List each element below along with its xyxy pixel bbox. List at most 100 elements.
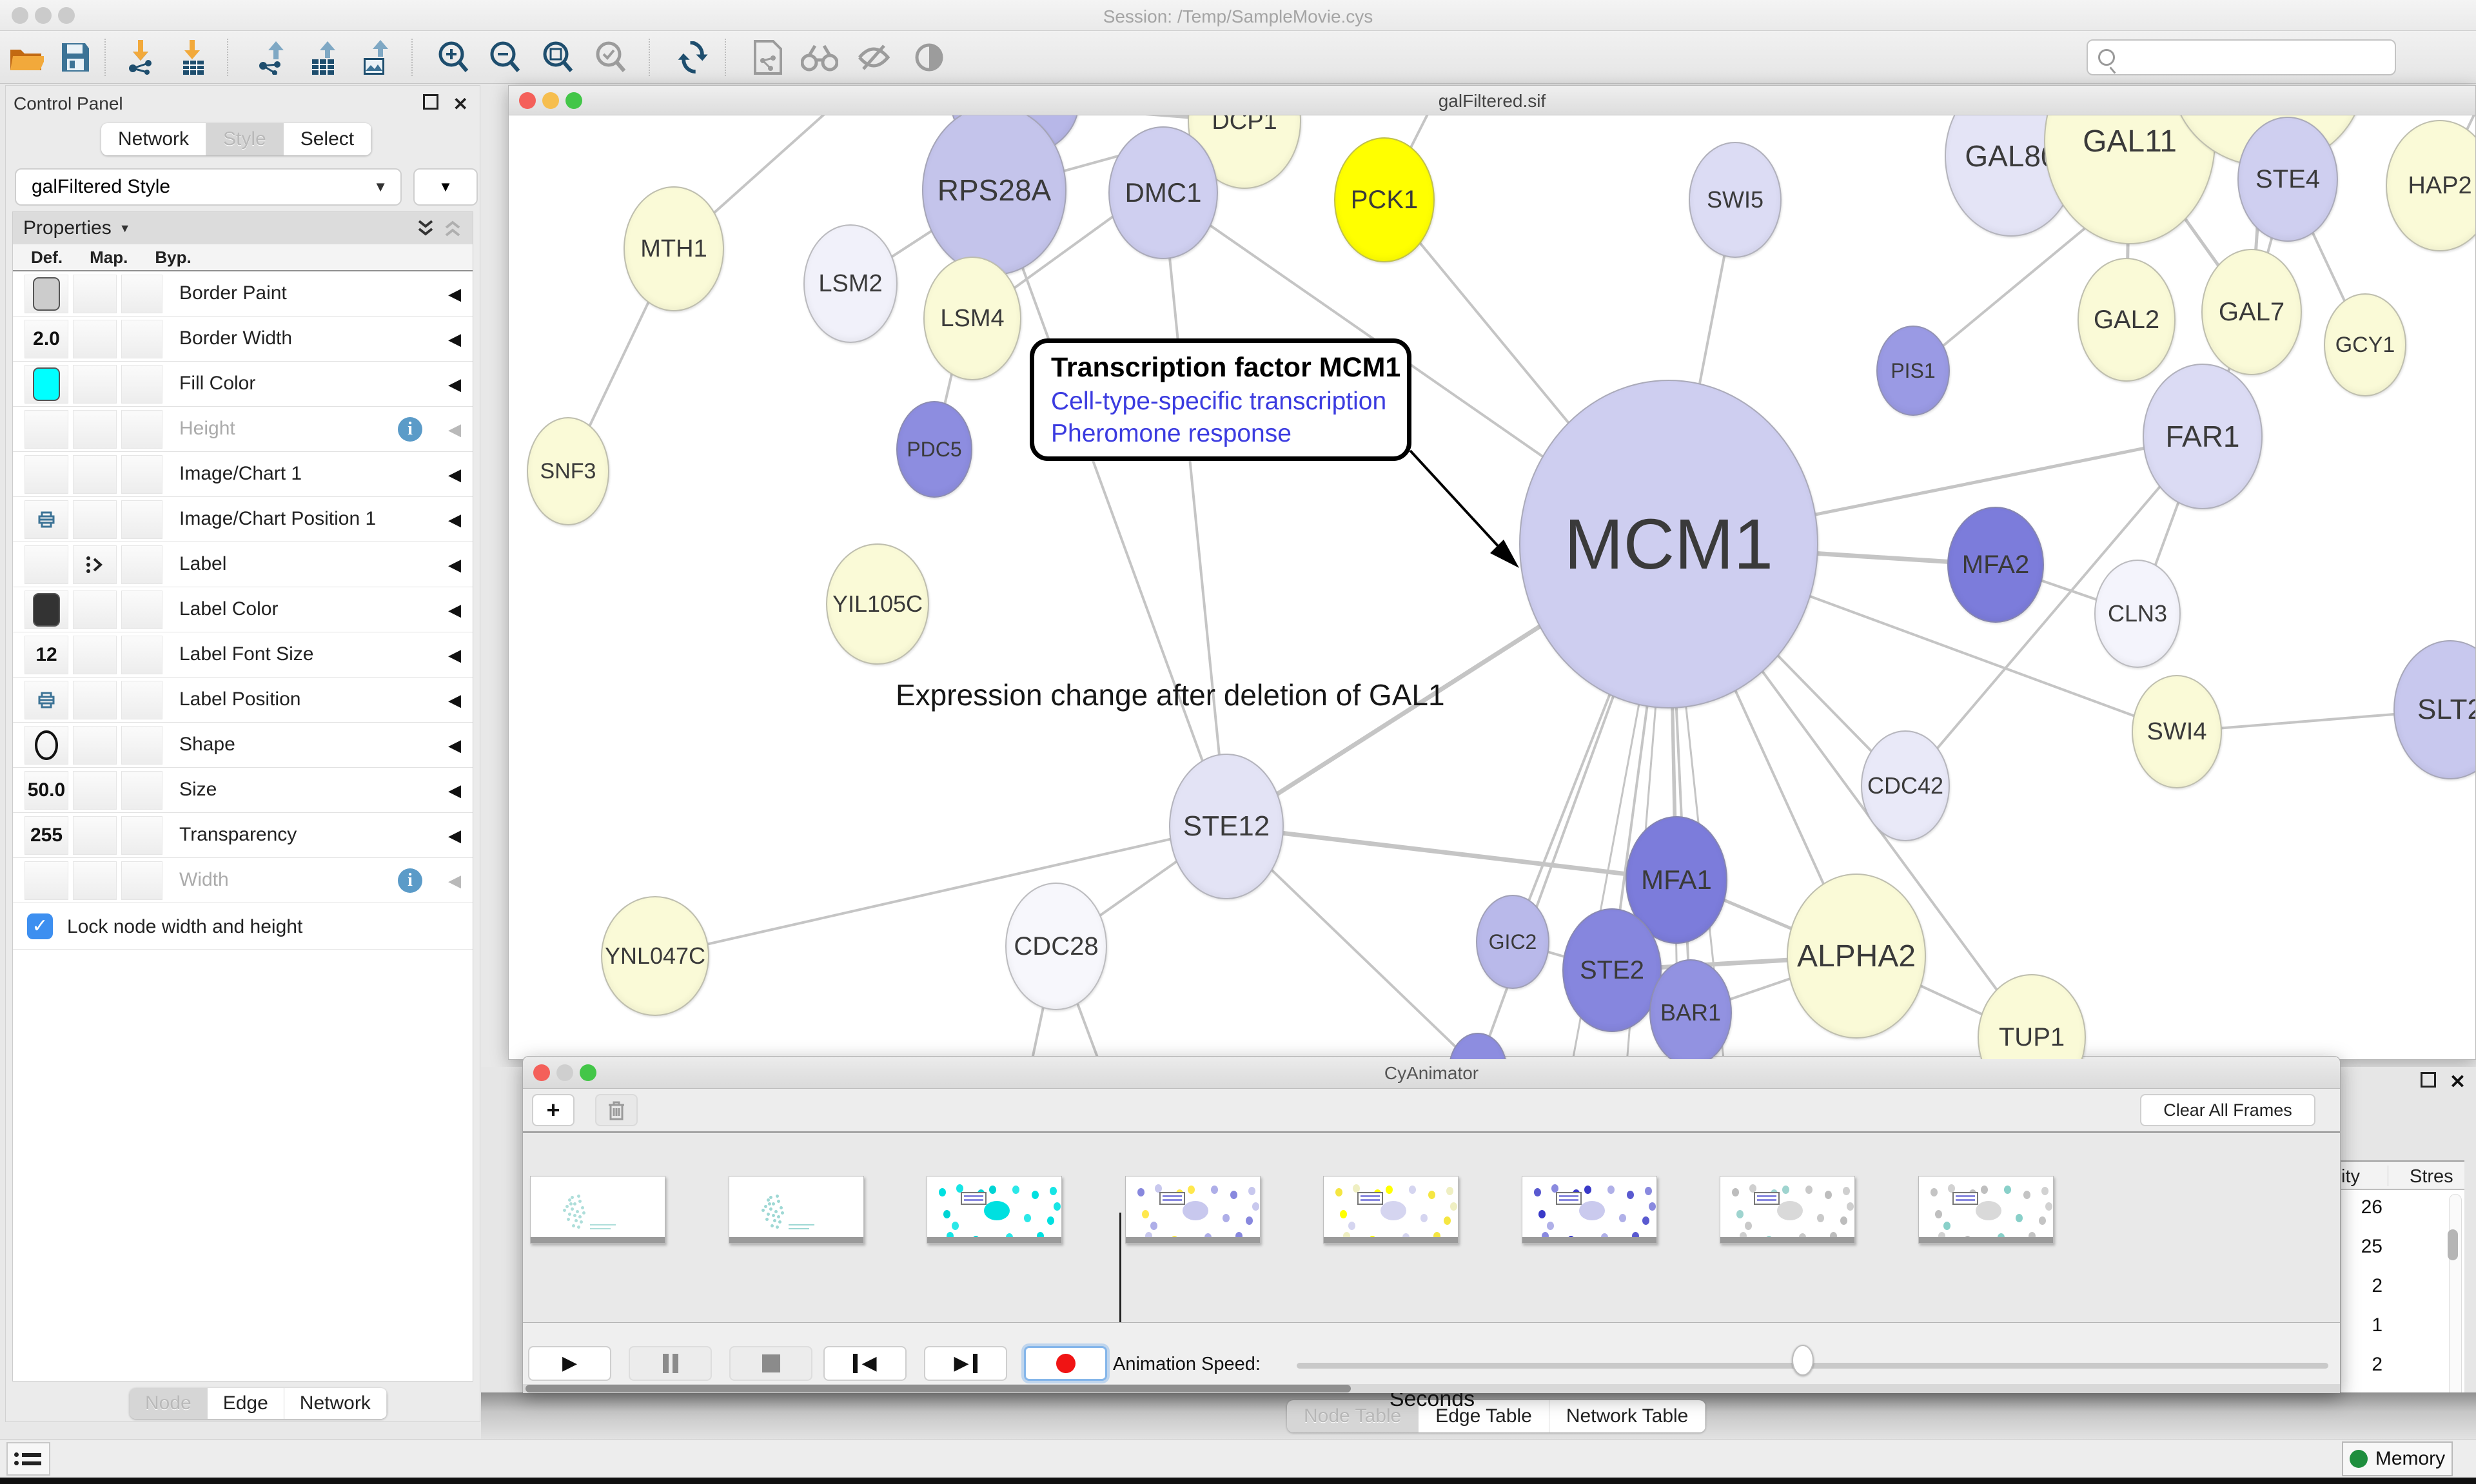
property-row[interactable]: Image/Chart Position 1 ◀ [13, 497, 473, 542]
node-CDC42[interactable]: CDC42 [1861, 730, 1950, 841]
node-SNF3[interactable]: SNF3 [527, 417, 609, 525]
column-header[interactable]: ity [2341, 1166, 2360, 1187]
expand-property-icon[interactable]: ◀ [448, 736, 461, 755]
window-close-icon[interactable] [519, 92, 536, 109]
tab-select[interactable]: Select [283, 123, 372, 155]
network-file-icon[interactable] [748, 37, 788, 77]
expand-property-icon[interactable]: ◀ [448, 375, 461, 394]
expand-property-icon[interactable]: ◀ [448, 645, 461, 665]
cyanimator-timeline[interactable]: 0123456789 Seconds [523, 1134, 2340, 1411]
expand-property-icon[interactable]: ◀ [448, 555, 461, 574]
info-icon[interactable]: i [398, 417, 422, 442]
property-row[interactable]: Shape ◀ [13, 723, 473, 768]
zoom-selected-icon[interactable] [591, 37, 631, 77]
table-cell[interactable]: 1 [2372, 1314, 2383, 1336]
frame-thumbnail[interactable] [728, 1176, 864, 1244]
add-frame-button[interactable]: + [532, 1094, 575, 1126]
lock-size-checkbox[interactable]: ✓ [27, 913, 53, 939]
zoom-out-icon[interactable] [485, 37, 525, 77]
cyanimator-titlebar[interactable]: CyAnimator [523, 1057, 2340, 1089]
map-cell[interactable] [73, 771, 117, 810]
save-session-icon[interactable] [55, 37, 95, 77]
zoom-in-icon[interactable] [433, 37, 473, 77]
def-cell[interactable] [25, 591, 68, 629]
byp-cell[interactable] [121, 816, 162, 855]
map-cell[interactable] [73, 591, 117, 629]
map-cell[interactable] [73, 500, 117, 539]
record-button[interactable] [1024, 1346, 1107, 1381]
window-zoom-icon[interactable] [565, 92, 582, 109]
app-close-icon[interactable] [12, 7, 28, 24]
annotation-link[interactable]: Pheromone response [1051, 420, 1292, 447]
hide-details-icon[interactable] [854, 37, 894, 77]
def-cell[interactable] [25, 681, 68, 719]
byp-cell[interactable] [121, 545, 162, 584]
node-ALPHA2[interactable]: ALPHA2 [1787, 874, 1926, 1039]
color-swatch[interactable] [33, 367, 60, 401]
expand-property-icon[interactable]: ◀ [448, 465, 461, 484]
def-cell[interactable] [25, 455, 68, 494]
properties-header[interactable]: Properties ▼ [13, 212, 473, 244]
window-zoom-icon[interactable] [580, 1064, 596, 1081]
property-row[interactable]: 50.0 Size ◀ [13, 768, 473, 813]
color-swatch[interactable] [33, 593, 60, 627]
node-STE4[interactable]: STE4 [2237, 117, 2338, 242]
skip-to-start-button[interactable]: ◀ [823, 1346, 907, 1381]
byp-cell[interactable] [121, 636, 162, 674]
task-history-button[interactable] [6, 1442, 50, 1476]
property-row[interactable]: 255 Transparency ◀ [13, 813, 473, 858]
tab-edge-table[interactable]: Edge Table [1419, 1400, 1549, 1432]
tab-network-table[interactable]: Network Table [1549, 1400, 1706, 1432]
node-SWI5[interactable]: SWI5 [1689, 142, 1782, 258]
export-image-icon[interactable] [356, 37, 396, 77]
node-MTH1[interactable]: MTH1 [624, 186, 724, 311]
import-network-icon[interactable] [121, 37, 161, 77]
frame-thumbnail[interactable] [927, 1176, 1062, 1244]
byp-cell[interactable] [121, 320, 162, 358]
export-network-icon[interactable] [253, 37, 293, 77]
default-value[interactable]: 50.0 [27, 779, 66, 801]
tab-network[interactable]: Network [101, 123, 207, 155]
node-CLN3[interactable]: CLN3 [2094, 560, 2181, 668]
def-cell[interactable]: 2.0 [25, 320, 68, 358]
def-cell[interactable] [25, 410, 68, 449]
play-button[interactable]: ▶ [528, 1346, 611, 1381]
map-cell[interactable] [73, 410, 117, 449]
node-GAL7[interactable]: GAL7 [2201, 249, 2302, 375]
table-cell[interactable]: 2 [2372, 1275, 2383, 1296]
map-cell[interactable] [73, 816, 117, 855]
byp-cell[interactable] [121, 275, 162, 313]
annotation-box[interactable]: Transcription factor MCM1 Cell-type-spec… [1030, 338, 1411, 461]
skip-to-end-button[interactable]: ▶ [924, 1346, 1007, 1381]
frame-thumbnail[interactable] [1521, 1176, 1657, 1244]
network-canvas[interactable]: DCP1 RPS28A DMC1 PCK1 SWI5 GAL80 GAL11 STE4 HAP2… [509, 115, 2475, 1059]
node-YNL047C[interactable]: YNL047C [601, 896, 709, 1016]
pause-button[interactable] [629, 1346, 712, 1381]
node-MCM1[interactable]: MCM1 [1519, 380, 1818, 708]
expand-property-icon[interactable]: ◀ [448, 600, 461, 620]
default-value[interactable]: 2.0 [33, 328, 60, 349]
expand-property-icon[interactable]: ◀ [448, 781, 461, 800]
property-row[interactable]: Label Color ◀ [13, 587, 473, 632]
map-cell[interactable] [73, 636, 117, 674]
tab-network-bottom[interactable]: Network [284, 1388, 387, 1419]
node-GCY1[interactable]: GCY1 [2324, 293, 2406, 396]
map-cell[interactable] [73, 726, 117, 765]
node-BAR1[interactable]: BAR1 [1649, 959, 1732, 1059]
node-GAL2[interactable]: GAL2 [2078, 258, 2176, 382]
byp-cell[interactable] [121, 500, 162, 539]
open-session-icon[interactable] [6, 37, 46, 77]
color-swatch[interactable] [33, 277, 60, 311]
node-LSM2[interactable]: LSM2 [803, 224, 898, 343]
default-value[interactable]: 255 [30, 825, 63, 846]
def-cell[interactable]: 255 [25, 816, 68, 855]
property-row[interactable]: 2.0 Border Width ◀ [13, 317, 473, 362]
position-icon[interactable] [37, 691, 56, 709]
tab-node[interactable]: Node [130, 1388, 208, 1419]
style-selector[interactable]: galFiltered Style ▼ [15, 168, 402, 206]
expand-property-icon[interactable]: ◀ [448, 510, 461, 529]
cyanimator-hscrollbar[interactable] [523, 1384, 2340, 1393]
property-row[interactable]: Height i ◀ [13, 407, 473, 452]
node-SWI4[interactable]: SWI4 [2132, 675, 2222, 788]
app-zoom-icon[interactable] [58, 7, 75, 24]
